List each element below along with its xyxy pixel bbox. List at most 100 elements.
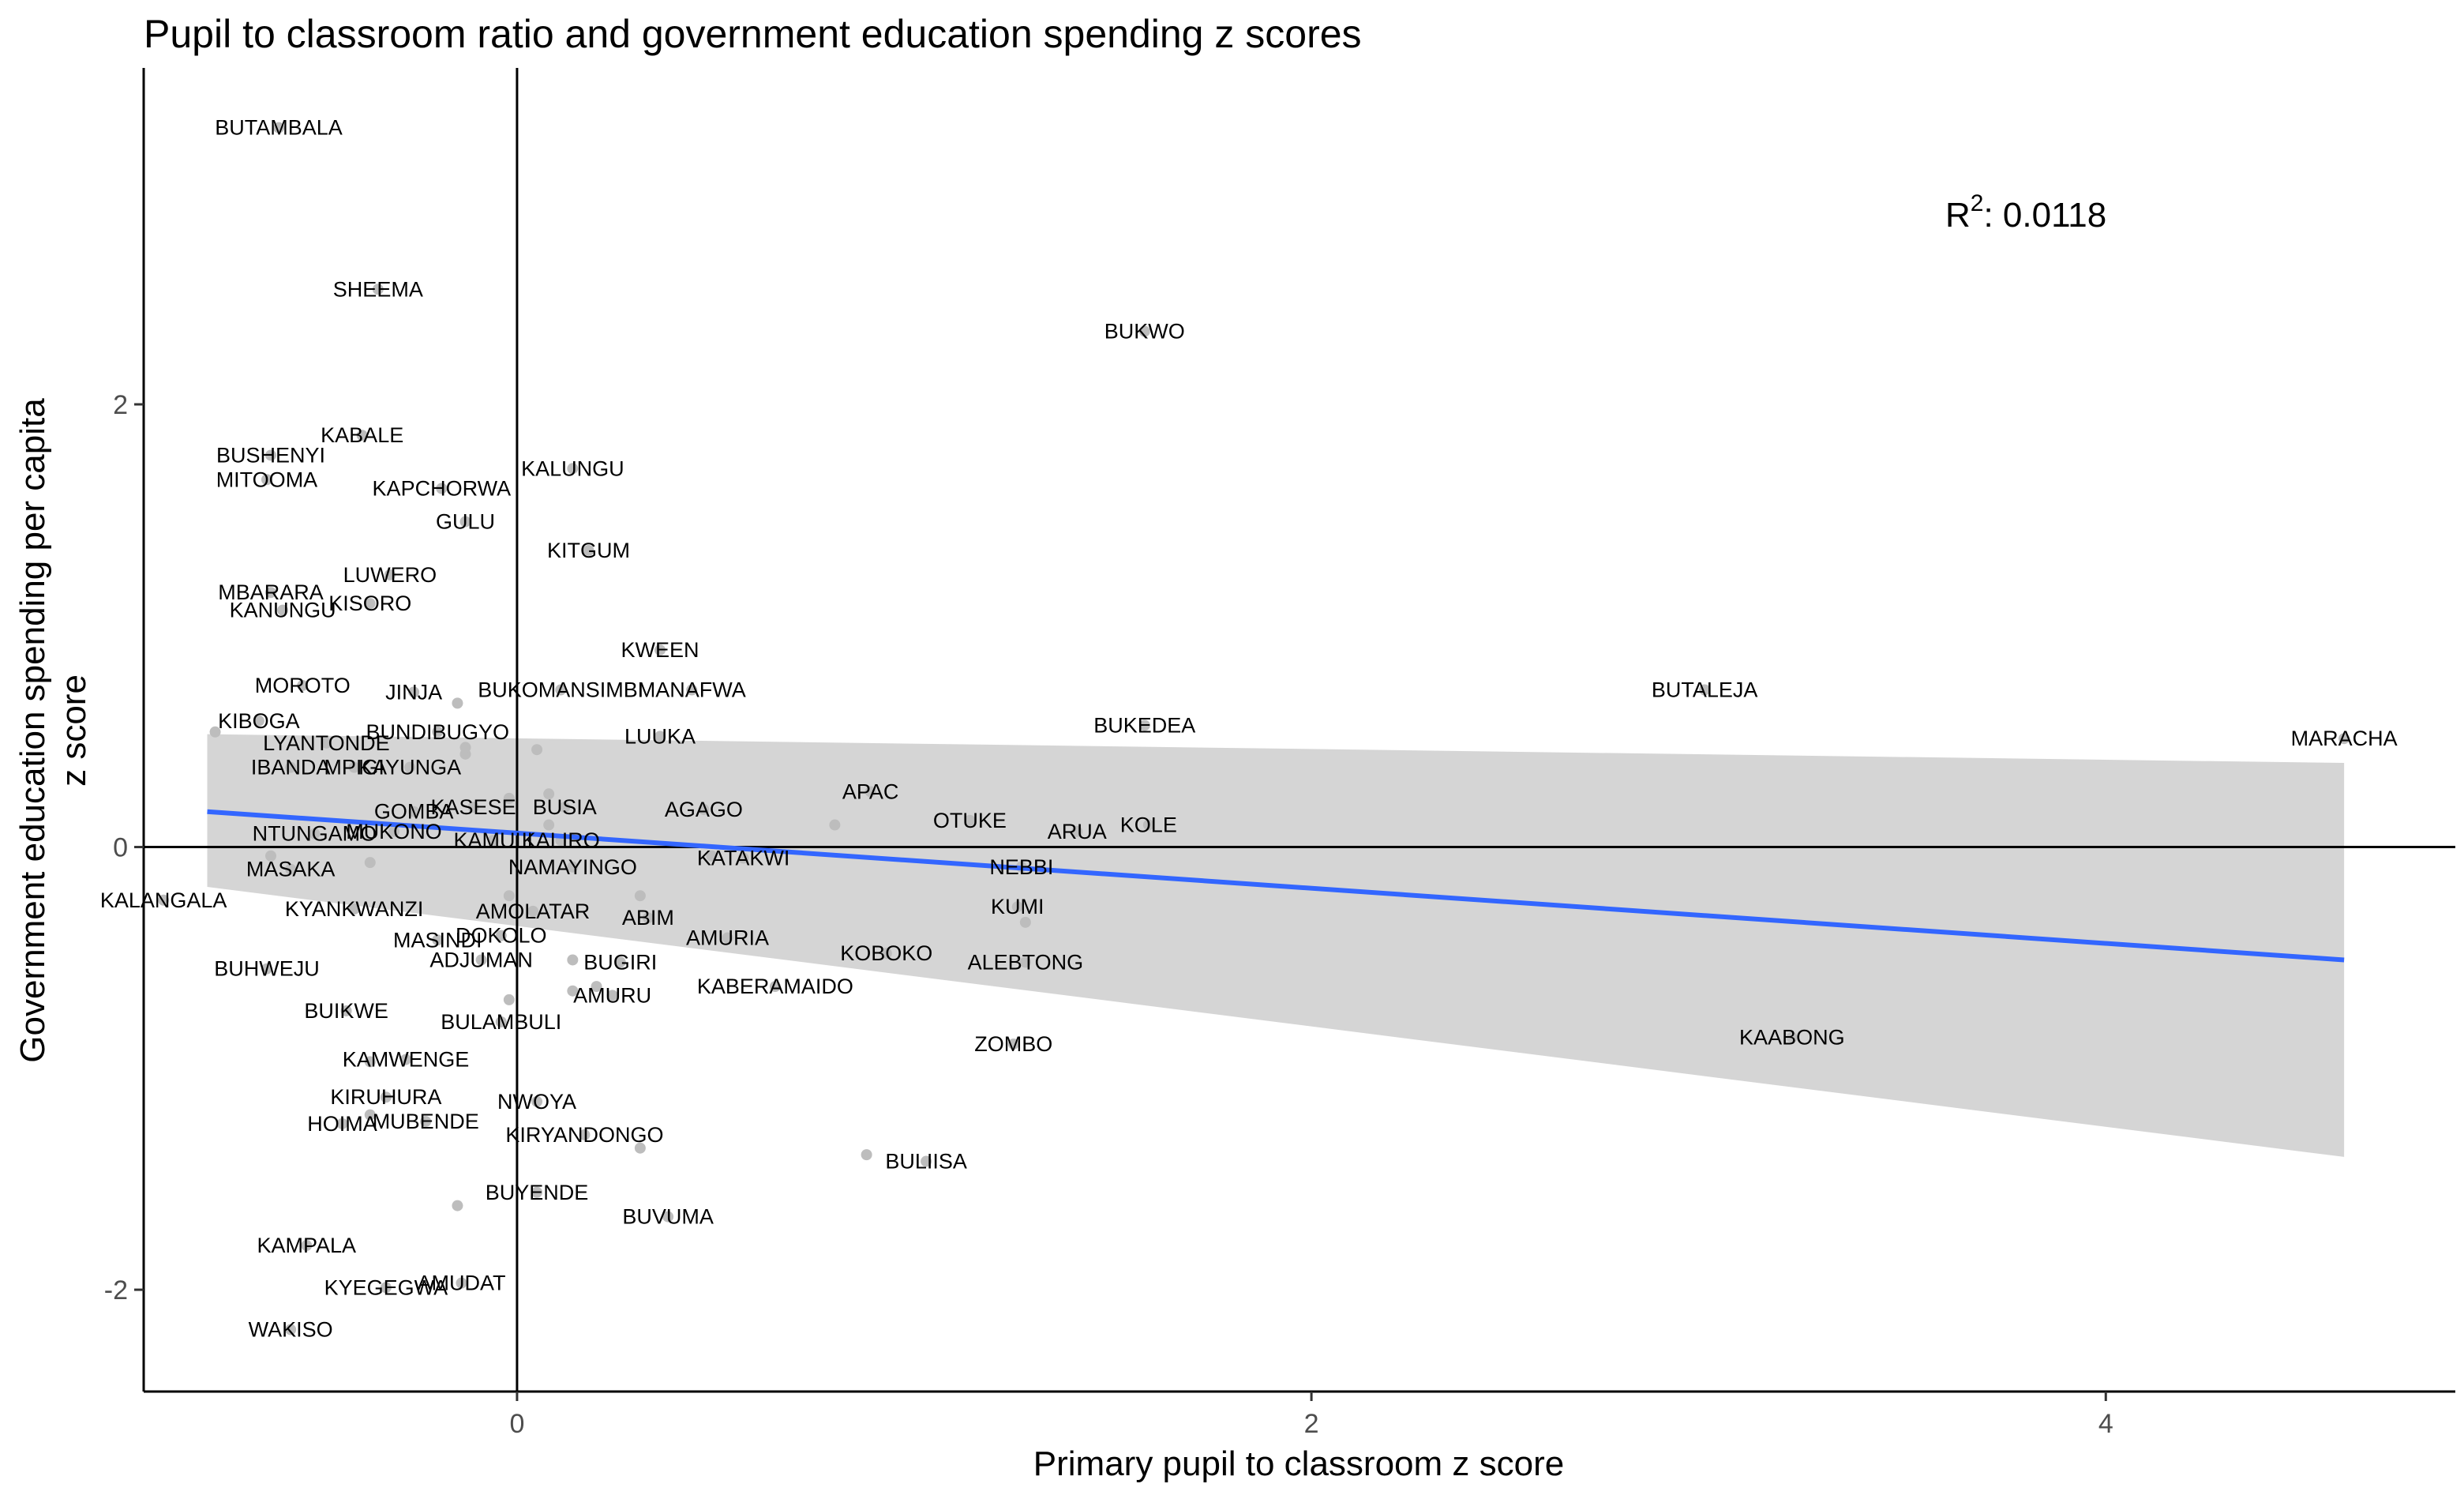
data-point xyxy=(737,852,749,864)
y-axis-title: Government education spending per capita… xyxy=(13,398,93,1063)
data-point xyxy=(495,930,507,941)
data-point xyxy=(356,430,368,441)
point-label: HOIMA xyxy=(307,1112,377,1136)
point-label: KAMULI xyxy=(453,828,533,852)
point-label: MASINDI xyxy=(393,928,482,952)
data-point xyxy=(614,956,626,968)
data-point xyxy=(285,863,297,875)
data-point xyxy=(555,684,567,696)
data-point xyxy=(404,761,416,773)
data-point xyxy=(336,1117,348,1129)
point-label: BUNDIBUGYO xyxy=(366,720,510,744)
point-label: KAMPALA xyxy=(257,1234,356,1257)
point-label: ZOMBO xyxy=(974,1032,1052,1056)
point-label: BUKOMANSIMBI xyxy=(478,678,643,702)
data-point xyxy=(531,1186,543,1198)
point-label: LUUKA xyxy=(624,724,696,748)
point-label: KOLE xyxy=(1120,813,1177,837)
data-point xyxy=(261,474,272,486)
point-label: BULAMBULI xyxy=(441,1010,561,1034)
data-point xyxy=(285,761,297,773)
data-point xyxy=(1142,819,1154,831)
data-point xyxy=(253,715,264,727)
point-labels: BUTAMBALA SHEEMA BUKWO BUSHENYIMITOOMAKABAL… xyxy=(100,116,2398,1342)
point-label: MITOOMA xyxy=(216,468,318,491)
data-point xyxy=(583,544,594,556)
point-label: KABALE xyxy=(321,423,403,447)
point-label: LYANTONDE xyxy=(263,731,390,755)
y-tick-label: 2 xyxy=(113,390,128,420)
data-point xyxy=(1011,901,1023,913)
data-point xyxy=(503,890,515,902)
point-label: KITGUM xyxy=(547,539,630,562)
data-point xyxy=(880,948,892,960)
point-label: ADJUMAN xyxy=(429,948,533,971)
data-point xyxy=(408,806,420,817)
data-point xyxy=(400,1054,412,1065)
point-label: BUVUMA xyxy=(622,1205,714,1229)
x-axis-ticks: 0 2 4 xyxy=(509,1392,2113,1439)
data-point xyxy=(436,483,448,494)
data-point xyxy=(158,894,170,906)
point-label: MARACHA xyxy=(2291,727,2398,750)
data-point xyxy=(1786,1031,1798,1043)
r-squared-value: : 0.0118 xyxy=(1983,196,2106,235)
point-label: BUSIA xyxy=(533,795,597,819)
point-label: JINJA xyxy=(385,680,442,704)
point-label: BULIISA xyxy=(885,1150,967,1174)
point-label: KYANKWANZI xyxy=(285,897,424,921)
point-label: AGAGO xyxy=(665,798,743,821)
data-point xyxy=(706,850,718,862)
point-label: NWOYA xyxy=(497,1090,576,1114)
point-label: GULU xyxy=(436,510,495,534)
point-label: SHEEMA xyxy=(333,277,423,301)
data-point xyxy=(921,1155,932,1167)
data-point xyxy=(364,1056,376,1068)
axes xyxy=(142,68,2455,1393)
point-label: KAMWENGE xyxy=(343,1048,470,1072)
point-label: KYEGEGWA xyxy=(324,1275,448,1299)
point-label: MBARARA xyxy=(218,580,324,604)
x-tick-label: 2 xyxy=(1304,1409,1319,1439)
data-point xyxy=(261,963,272,975)
data-point xyxy=(1019,956,1031,968)
data-point xyxy=(686,684,698,696)
data-point xyxy=(567,861,579,873)
r-squared-superscript: 2 xyxy=(1971,190,1984,216)
data-point xyxy=(531,744,543,756)
data-point xyxy=(408,686,420,698)
point-label: BUIKWE xyxy=(304,999,388,1023)
y-axis-title-line-1: Government education spending per capita xyxy=(13,398,52,1063)
data-point xyxy=(364,857,376,869)
data-point xyxy=(321,737,332,749)
data-point xyxy=(495,1016,507,1027)
data-point xyxy=(829,819,841,831)
y-axis-title-line-2: z score xyxy=(54,674,93,787)
data-point xyxy=(340,1005,352,1016)
data-point xyxy=(467,802,479,813)
data-point xyxy=(654,731,666,742)
data-point xyxy=(420,1116,432,1128)
point-label: KOBOKO xyxy=(840,941,932,965)
data-point xyxy=(475,954,487,966)
data-point xyxy=(348,761,360,773)
point-label: BUTALEJA xyxy=(1652,678,1758,702)
r-squared-base: R xyxy=(1945,196,1971,235)
data-point xyxy=(297,679,309,691)
point-label: WAKISO xyxy=(249,1318,333,1342)
point-label: KIRYANDONGO xyxy=(505,1123,663,1147)
data-point xyxy=(1019,916,1031,928)
data-point xyxy=(285,1324,297,1335)
point-label: NTUNGAMO xyxy=(253,822,377,846)
data-point xyxy=(634,890,646,902)
data-point xyxy=(662,1211,674,1223)
data-point xyxy=(864,786,876,798)
data-point xyxy=(301,1240,313,1252)
point-label: BUTAMBALA xyxy=(215,116,343,140)
point-label: KANUNGU xyxy=(230,599,336,622)
data-point xyxy=(309,828,321,840)
data-point xyxy=(264,850,276,862)
data-point xyxy=(559,802,571,813)
data-point xyxy=(364,598,376,610)
data-point xyxy=(384,569,396,580)
